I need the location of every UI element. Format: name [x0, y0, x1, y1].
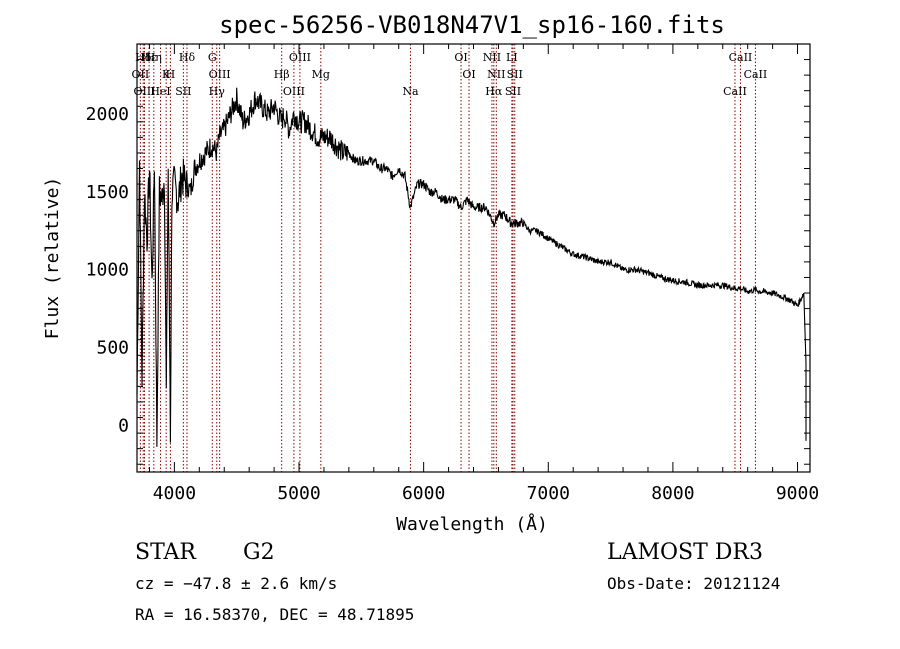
line-label-hε: Hε [141, 51, 157, 64]
y-tick-label: 1500 [86, 182, 129, 203]
line-label-nii: NII [483, 51, 501, 64]
line-label-oiii: OIII [133, 85, 155, 98]
line-label-na: Na [402, 85, 419, 98]
y-axis-label: Flux (relative) [42, 177, 63, 340]
line-label-hei: HeI [150, 85, 170, 98]
y-tick-label: 1000 [86, 260, 129, 281]
line-label-oii: OII [132, 68, 150, 81]
line-label-hα: Hα [485, 85, 503, 98]
line-label-hδ: Hδ [179, 51, 196, 64]
x-tick-label: 4000 [153, 483, 196, 504]
line-label-mg: Mg [312, 68, 330, 81]
ra-dec-coordinates: RA = 16.58370, DEC = 48.71895 [135, 605, 415, 624]
chart-title: spec-56256-VB018N47V1_sp16-160.fits [219, 11, 725, 39]
spectrum-series-line [136, 87, 807, 447]
x-tick-label: 9000 [776, 483, 819, 504]
x-tick-label: 8000 [651, 483, 694, 504]
line-label-hγ: Hγ [209, 85, 226, 98]
y-tick-label: 2000 [86, 104, 129, 125]
x-tick-label: 5000 [277, 483, 320, 504]
x-tick-label: 6000 [402, 483, 445, 504]
y-axis-ticks: 0 500 1000 1500 2000 [86, 59, 810, 465]
line-label-oi: OI [454, 51, 467, 64]
line-label-hβ: Hβ [274, 68, 290, 81]
observation-date: Obs-Date: 20121124 [607, 574, 781, 593]
x-axis-label: Wavelength (Å) [396, 513, 548, 535]
line-label-oi: OI [462, 68, 475, 81]
y-tick-label: 500 [96, 337, 129, 358]
line-label-oiii: OIII [289, 51, 311, 64]
line-label-g: G [208, 51, 217, 64]
line-label-li: LI [506, 51, 518, 64]
line-label-oiii: OIII [209, 68, 231, 81]
line-label-nii: NII [487, 68, 505, 81]
line-label-h: H [166, 68, 176, 81]
survey-name: LAMOST DR3 [607, 540, 763, 565]
line-label-caii: CaII [744, 68, 768, 81]
line-label-caii: CaII [723, 85, 747, 98]
x-axis-ticks: 4000 5000 6000 7000 8000 9000 [148, 44, 819, 504]
x-tick-label: 7000 [527, 483, 570, 504]
line-label-oiii: OIII [283, 85, 305, 98]
emission-line-labels: Hδ OII OIII Hε K HeI Hη H SII Hδ OIII Hγ G Hβ OIII OIII… [132, 51, 768, 98]
line-label-sii: SII [505, 85, 521, 98]
line-label-hδ: Hδ [135, 51, 152, 64]
line-label-sii: SII [175, 85, 191, 98]
object-subclass: G2 [243, 540, 275, 565]
object-class: STAR [135, 540, 196, 565]
line-label-hη: Hη [146, 51, 162, 64]
line-label-k: K [162, 68, 171, 81]
line-label-caii: CaII [729, 51, 753, 64]
redshift-cz: cz = −47.8 ± 2.6 km/s [135, 574, 338, 593]
line-label-sii: SII [507, 68, 523, 81]
y-tick-label: 0 [118, 415, 129, 436]
